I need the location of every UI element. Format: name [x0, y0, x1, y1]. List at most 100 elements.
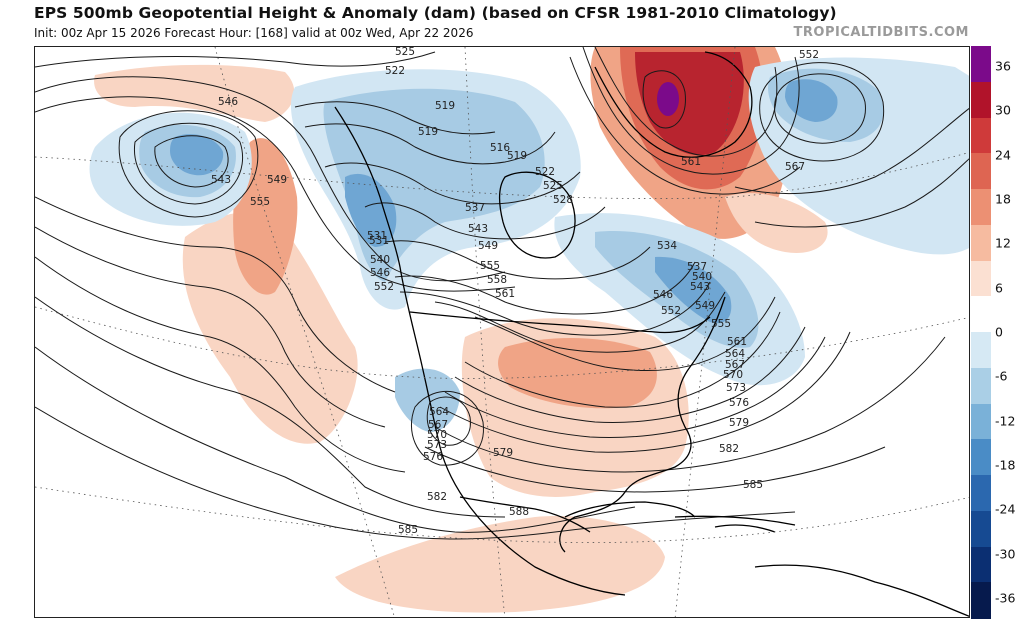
- map-title: EPS 500mb Geopotential Height & Anomaly …: [34, 4, 837, 22]
- colorbar-segment: [971, 439, 991, 476]
- contour-label: 540: [692, 271, 712, 283]
- contour-label: 543: [211, 174, 231, 186]
- contour-line: [399, 281, 711, 336]
- colorbar-segment: [971, 296, 991, 333]
- anomaly-neg-atlantic-core: [785, 79, 838, 122]
- contour-label: 546: [218, 96, 238, 108]
- contour-label: 585: [743, 479, 763, 491]
- anomaly-pos-greenland-deep: [635, 52, 744, 156]
- contour-line: [410, 391, 484, 466]
- contour-label: 561: [495, 288, 515, 300]
- coastline-hudson-bay: [498, 171, 576, 259]
- colorbar-tick-label: 12: [995, 235, 1011, 251]
- contour-line: [384, 240, 651, 280]
- contour-line: [424, 446, 886, 493]
- contour-label: 528: [553, 194, 573, 206]
- contour-line: [304, 123, 556, 165]
- contour-label: 564: [725, 348, 745, 360]
- contour-line: [35, 346, 636, 533]
- colorbar-segment: [971, 117, 991, 154]
- contour-label: 519: [418, 126, 438, 138]
- contour-label: 555: [480, 260, 500, 272]
- colorbar-tick-label: -30: [995, 546, 1016, 562]
- anomaly-pos-max: [657, 82, 679, 116]
- height-contours: [35, 47, 969, 540]
- coastline-cuba: [714, 524, 776, 533]
- contour-label: 543: [690, 281, 710, 293]
- colorbar-tick-label: -24: [995, 501, 1016, 517]
- contour-line: [434, 336, 946, 473]
- contour-label: 531: [367, 230, 387, 242]
- colorbar-tick-label: 6: [995, 280, 1003, 296]
- anomaly-neg-eastern-core: [655, 256, 732, 324]
- contour-line: [439, 331, 851, 453]
- contour-line: [294, 101, 496, 135]
- contour-label: 546: [653, 289, 673, 301]
- contour-line: [394, 261, 696, 315]
- anomaly-pos-pacific: [182, 212, 358, 444]
- graticule: [35, 47, 969, 617]
- colorbar-tick-label: -6: [995, 368, 1008, 384]
- contour-label: 576: [729, 397, 749, 409]
- graticule-line: [35, 306, 969, 379]
- anomaly-pos-conus-core: [498, 337, 657, 409]
- contour-label: 522: [385, 65, 405, 77]
- contour-label: 576: [423, 451, 443, 463]
- colorbar-segment: [971, 189, 991, 226]
- coastline-south-america: [754, 564, 969, 617]
- anomaly-neg-canada-core: [345, 173, 397, 247]
- contour-label: 579: [729, 417, 749, 429]
- contour-label: 555: [711, 318, 731, 330]
- contour-line: [594, 47, 778, 157]
- contour-label: 537: [687, 261, 707, 273]
- contour-label: 582: [427, 491, 447, 503]
- contour-label: 549: [478, 240, 498, 252]
- contour-line: [474, 296, 776, 371]
- contour-label: 564: [429, 406, 449, 418]
- colorbar-tick-label: -18: [995, 457, 1016, 473]
- coastline-north-america-east: [559, 296, 726, 553]
- colorbar-tick-label: 36: [995, 58, 1011, 74]
- contour-line: [35, 406, 796, 540]
- contour-label: 549: [267, 174, 287, 186]
- contour-label: 567: [725, 359, 745, 371]
- contour-line: [642, 70, 686, 129]
- contour-line: [35, 226, 386, 428]
- contour-label: 585: [398, 524, 418, 536]
- contour-label: 573: [427, 439, 447, 451]
- colorbar-tick-label: 30: [995, 102, 1011, 118]
- anomaly-pos-mexico: [335, 516, 665, 613]
- colorbar-tick-label: 24: [995, 147, 1011, 163]
- contour-label: 555: [250, 196, 270, 208]
- contour-line: [154, 135, 229, 188]
- contour-label: 582: [719, 443, 739, 455]
- contour-line: [582, 47, 800, 175]
- contour-label: 552: [374, 281, 394, 293]
- colorbar-segment: [971, 403, 991, 440]
- colorbar-segment: [971, 582, 991, 619]
- contour-label: 519: [435, 100, 455, 112]
- border-us-mexico: [459, 496, 591, 533]
- map-subtitle: Init: 00z Apr 15 2026 Forecast Hour: [16…: [34, 26, 474, 40]
- contour-label: 534: [657, 240, 677, 252]
- map-panel[interactable]: 525 522 519 519 516 519 522 525 528 531 537 543 549 5…: [34, 46, 970, 618]
- contour-label: 549: [695, 300, 715, 312]
- colorbar-segment: [971, 367, 991, 404]
- colorbar-tick-label: -36: [995, 590, 1016, 606]
- anomaly-neg-southwest: [395, 368, 460, 432]
- colorbar-segment: [971, 332, 991, 369]
- contour-label: 570: [723, 369, 743, 381]
- coastline-greenland: [594, 51, 753, 158]
- contour-label: 543: [468, 223, 488, 235]
- contour-line: [35, 76, 506, 282]
- contour-label: 540: [370, 254, 390, 266]
- colorbar-segment: [971, 81, 991, 118]
- contour-label: 567: [785, 161, 805, 173]
- contour-label: 561: [681, 156, 701, 168]
- contour-label: 570: [427, 429, 447, 441]
- contour-labels: 5255225195195165195225255285315375435495…: [211, 47, 819, 536]
- contour-line: [426, 396, 471, 446]
- contour-line: [35, 96, 516, 292]
- colorbar-segment: [971, 153, 991, 190]
- contour-line: [774, 73, 866, 144]
